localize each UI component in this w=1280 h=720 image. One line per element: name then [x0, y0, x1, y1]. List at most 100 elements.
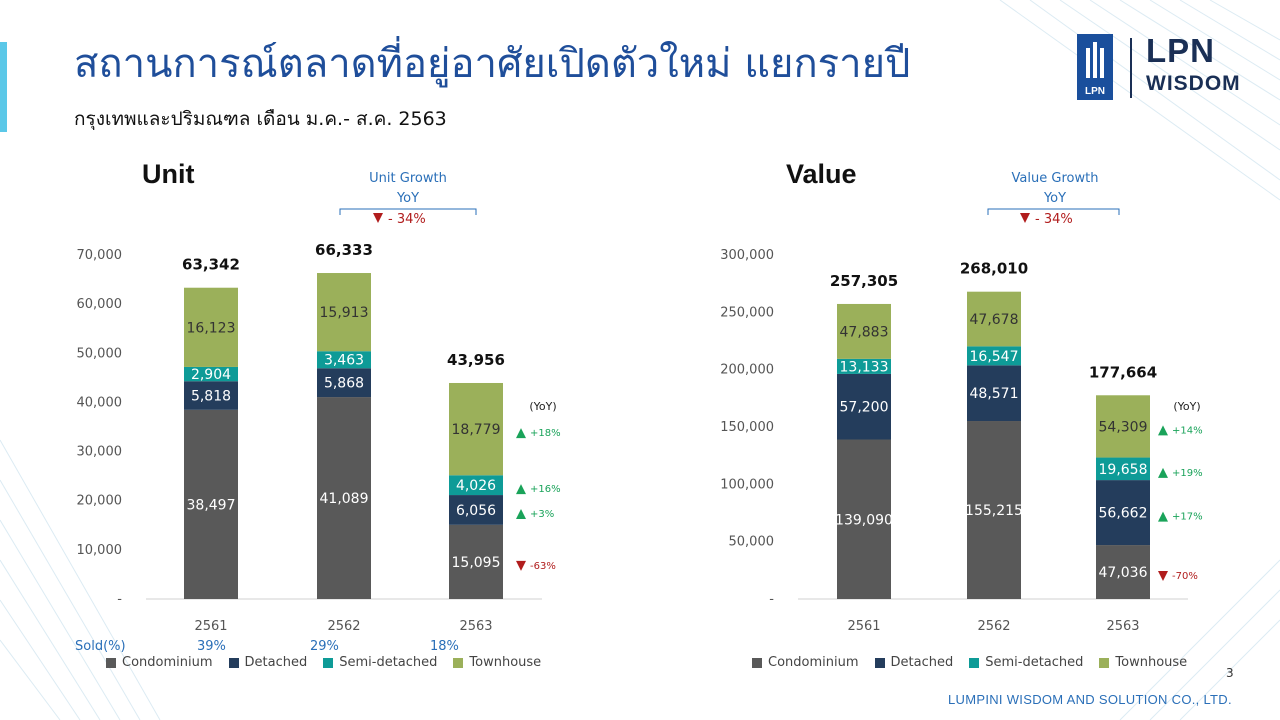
legend-label: Semi-detached: [339, 655, 438, 670]
up-arrow-icon: [1158, 467, 1168, 478]
data-label: 3,463: [324, 353, 364, 369]
yoy-value: +18%: [530, 428, 561, 439]
y-tick-label: 70,000: [77, 248, 123, 263]
bar-segment-townhouse: [184, 287, 238, 367]
growth-value: - 34%: [1035, 212, 1073, 227]
x-tick-label: 2562: [327, 619, 360, 634]
y-tick-label: 20,000: [77, 494, 123, 509]
data-label: 2,904: [191, 367, 231, 383]
bar-segment-townhouse: [317, 273, 371, 352]
legend-swatch: [969, 657, 980, 668]
bar-segment-semi-detached: [317, 351, 371, 369]
bar-segment-condominium: [1096, 545, 1150, 599]
bar-segment-townhouse: [1096, 395, 1150, 458]
total-label: 268,010: [960, 260, 1028, 278]
y-tick-label: 10,000: [77, 543, 123, 558]
page-number: 3: [1226, 666, 1234, 680]
data-label: 48,571: [970, 386, 1019, 402]
y-tick-label: 60,000: [77, 297, 123, 312]
bar-segment-detached: [837, 373, 891, 440]
legend-swatch: [228, 657, 239, 668]
y-tick-label: 30,000: [77, 445, 123, 460]
data-label: 38,497: [187, 497, 236, 513]
legend-item-townhouse: Townhouse: [453, 655, 541, 670]
sold-label: Sold(%): [75, 639, 126, 654]
x-tick-label: 2561: [194, 619, 227, 634]
logo-text-line2: WISDOM: [1146, 72, 1241, 95]
x-tick-label: 2563: [459, 619, 492, 634]
data-label: 15,095: [452, 555, 501, 571]
bar-segment-detached: [317, 368, 371, 398]
growth-yoy-label: YoY: [1043, 191, 1066, 206]
x-tick-label: 2561: [847, 619, 880, 634]
up-arrow-icon: [1158, 511, 1168, 522]
bar-segment-semi-detached: [967, 346, 1021, 366]
total-label: 177,664: [1089, 363, 1157, 381]
total-label: 63,342: [182, 256, 240, 274]
up-arrow-icon: [1158, 425, 1168, 436]
y-tick-label: 50,000: [729, 535, 775, 550]
data-label: 16,123: [187, 320, 236, 336]
data-label: 47,883: [840, 324, 889, 340]
chart-title: Value: [786, 159, 857, 189]
growth-bracket: [987, 208, 1120, 215]
legend-label: Detached: [890, 655, 954, 670]
total-label: 43,956: [447, 351, 505, 369]
legend-label: Townhouse: [1115, 655, 1188, 670]
legend-item-detached: Detached: [228, 655, 308, 670]
x-tick-label: 2563: [1106, 619, 1139, 634]
yoy-value: +17%: [1172, 512, 1203, 523]
growth-bracket: [339, 208, 477, 215]
down-arrow-icon: [1158, 571, 1168, 582]
legend-swatch: [323, 657, 334, 668]
bar-segment-detached: [184, 381, 238, 410]
total-label: 257,305: [830, 272, 898, 290]
legend-swatch: [453, 657, 464, 668]
total-label: 66,333: [315, 241, 373, 259]
footer-company: LUMPINI WISDOM AND SOLUTION CO., LTD.: [948, 692, 1232, 707]
growth-yoy-label: YoY: [396, 191, 419, 206]
data-label: 4,026: [456, 478, 496, 494]
data-label: 47,678: [970, 312, 1019, 328]
bar-segment-condominium: [837, 439, 891, 599]
logo-badge-text: LPN: [1085, 86, 1105, 97]
data-label: 6,056: [456, 503, 496, 519]
legend-label: Detached: [244, 655, 308, 670]
legend-item-condominium: Condominium: [752, 655, 859, 670]
growth-label: Value Growth: [1012, 171, 1099, 186]
data-label: 15,913: [320, 305, 369, 321]
data-label: 5,818: [191, 389, 231, 405]
legend-swatch: [106, 657, 116, 668]
yoy-value: +3%: [530, 509, 554, 520]
yoy-value: -70%: [1172, 571, 1198, 582]
page-subtitle: กรุงเทพและปริมณฑล เดือน ม.ค.- ส.ค. 2563: [74, 108, 447, 130]
bar-segment-condominium: [967, 421, 1021, 599]
legend-item-semi-detached: Semi-detached: [323, 655, 437, 670]
legend-label: Condominium: [122, 655, 213, 670]
y-tick-label: 40,000: [77, 395, 123, 410]
x-tick-label: 2562: [977, 619, 1010, 634]
y-tick-label: 100,000: [720, 477, 774, 492]
legend-label: Condominium: [768, 655, 859, 670]
data-label: 47,036: [1099, 565, 1148, 581]
legend-swatch: [752, 657, 762, 668]
data-label: 57,200: [840, 400, 889, 416]
legend-item-detached: Detached: [874, 655, 954, 670]
down-arrow-icon: [1020, 213, 1030, 223]
bar-segment-semi-detached: [837, 358, 891, 374]
data-label: 18,779: [452, 422, 501, 438]
data-label: 16,547: [970, 349, 1019, 365]
bar-segment-condominium: [184, 409, 238, 599]
bar-segment-semi-detached: [184, 366, 238, 382]
bar-segment-detached: [449, 495, 503, 525]
growth-value: - 34%: [388, 212, 426, 227]
legend-swatch: [1099, 657, 1110, 668]
logo-text-line1: LPN: [1146, 32, 1215, 69]
logo-divider: [1130, 38, 1132, 98]
y-tick-label: 150,000: [720, 420, 774, 435]
bar-segment-detached: [967, 365, 1021, 422]
data-label: 5,868: [324, 376, 364, 392]
y-tick-label: 200,000: [720, 363, 774, 378]
value-legend: Condominium Detached Semi-detached Townh…: [752, 655, 1187, 670]
sold-value-2563: 18%: [430, 639, 459, 654]
